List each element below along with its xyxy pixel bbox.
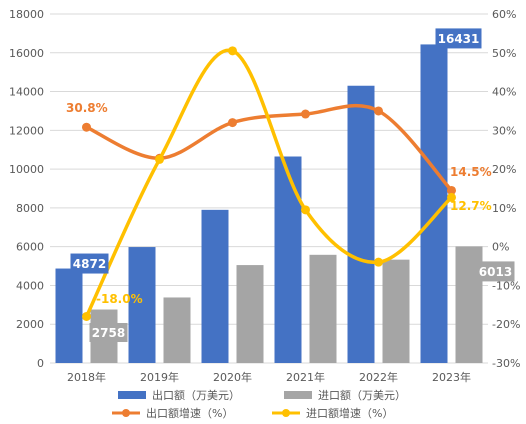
- import-growth-point: [155, 154, 164, 164]
- data-label: 4872: [73, 257, 106, 271]
- export-bar: [420, 44, 448, 363]
- y-left-tick-label: 4000: [16, 279, 44, 292]
- legend-export-growth-marker: [122, 409, 130, 417]
- export-bar: [347, 85, 375, 363]
- data-label-box: [476, 261, 515, 282]
- export-growth-point: [301, 109, 310, 119]
- y-left-tick-label: 12000: [9, 124, 44, 137]
- y-right-tick-label: 10%: [492, 202, 516, 215]
- y-left-tick-label: 6000: [16, 241, 44, 254]
- y-left-tick-label: 8000: [16, 202, 44, 215]
- import-bar: [309, 254, 337, 363]
- legend-import-growth-label: 进口额增速（%）: [306, 406, 393, 420]
- data-label: 30.8%: [66, 101, 108, 115]
- x-tick-label: 2018年: [67, 370, 106, 384]
- data-label: 16431: [438, 32, 480, 46]
- data-label: 6013: [479, 265, 512, 279]
- y-right-tick-label: 0%: [492, 241, 509, 254]
- y-right-tick-label: -30%: [492, 357, 520, 370]
- data-label-box: [89, 323, 128, 342]
- x-tick-label: 2022年: [359, 370, 398, 384]
- legend-import-swatch: [284, 391, 312, 399]
- y-left-tick-label: 0: [37, 357, 44, 370]
- y-left-tick-label: 16000: [9, 47, 44, 60]
- data-label-box: [70, 253, 109, 274]
- legend: 出口额（万美元） 进口额（万美元） 出口额增速（%） 进口额增速（%）: [112, 388, 406, 420]
- import-growth-point: [82, 311, 91, 321]
- y-left-tick-label: 10000: [9, 163, 44, 176]
- x-tick-label: 2020年: [213, 370, 252, 384]
- import-growth-point: [301, 205, 310, 215]
- bars: [55, 44, 483, 363]
- import-bar: [382, 259, 410, 363]
- y-right-tick-label: -20%: [492, 318, 520, 331]
- y-right-tick-label: 20%: [492, 163, 516, 176]
- axes: 0 2000 4000 6000 8000 10000 12000 14000 16000 180…: [9, 8, 520, 384]
- data-label: 2758: [92, 326, 125, 340]
- y-left-tick-label: 18000: [9, 8, 44, 21]
- x-tick-label: 2019年: [140, 370, 179, 384]
- export-growth-point: [228, 118, 237, 128]
- export-growth-point: [82, 122, 91, 132]
- import-growth-point: [228, 46, 237, 56]
- x-tick-label: 2023年: [432, 370, 471, 384]
- data-labels: 4872 16431 2758 6013 30.8% 14.5% -18.0% 12.7%: [66, 28, 515, 342]
- y-right-tick-label: 50%: [492, 47, 516, 60]
- export-bar: [274, 156, 302, 363]
- import-bar: [163, 297, 191, 363]
- data-label: 12.7%: [450, 199, 492, 213]
- import-growth-point: [374, 257, 383, 267]
- legend-import-growth-marker: [282, 409, 290, 417]
- export-bar: [201, 209, 229, 363]
- x-tick-label: 2021年: [286, 370, 325, 384]
- y-right-tick-label: 60%: [492, 8, 516, 21]
- y-right-tick-label: 40%: [492, 86, 516, 99]
- export-growth-point: [447, 185, 456, 195]
- y-right-tick-label: -10%: [492, 279, 520, 292]
- lines: [82, 46, 456, 321]
- y-left-tick-label: 14000: [9, 86, 44, 99]
- import-growth-point: [447, 192, 456, 202]
- data-label: -18.0%: [96, 292, 143, 306]
- export-bar: [128, 247, 156, 363]
- export-growth-point: [374, 106, 383, 116]
- legend-export-growth-label: 出口额增速（%）: [146, 406, 233, 420]
- import-bar: [236, 265, 264, 363]
- legend-import-label: 进口额（万美元）: [318, 389, 406, 402]
- export-bar: [55, 268, 83, 363]
- legend-export-swatch: [118, 391, 146, 399]
- data-label: 14.5%: [450, 165, 492, 179]
- y-right-tick-label: 30%: [492, 124, 516, 137]
- y-left-tick-label: 2000: [16, 318, 44, 331]
- legend-export-label: 出口额（万美元）: [152, 388, 240, 402]
- data-label-box: [435, 28, 482, 49]
